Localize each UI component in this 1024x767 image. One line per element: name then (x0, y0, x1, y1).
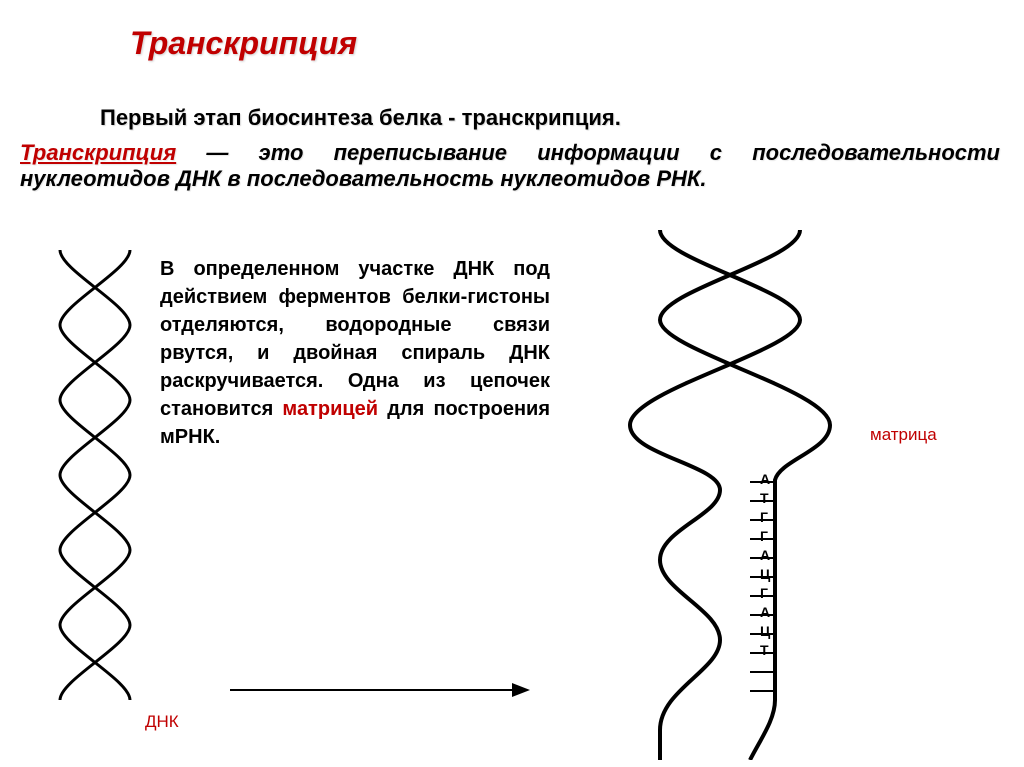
nt-0: А (760, 470, 770, 489)
nt-5: Ц (760, 565, 770, 584)
nucleotide-labels: А Т Г Г А Ц Г А Ц Т (760, 470, 770, 698)
nt-9: Т (760, 641, 770, 660)
nt-2: Г (760, 508, 770, 527)
nt-4: А (760, 546, 770, 565)
nt-10 (760, 660, 770, 679)
dna-label: ДНК (145, 712, 179, 732)
arrow-icon (230, 680, 530, 700)
subtitle: Первый этап биосинтеза белка - транскрип… (100, 105, 621, 131)
nt-1: Т (760, 489, 770, 508)
unwound-dna-diagram (590, 230, 890, 760)
body-highlight: матрицей (282, 398, 378, 420)
nt-11 (760, 679, 770, 698)
dna-helix-diagram (40, 250, 150, 710)
slide-title: Транскрипция (130, 25, 357, 62)
body-pre: В определенном участке ДНК под действием… (160, 258, 550, 420)
nt-6: Г (760, 584, 770, 603)
nt-7: А (760, 603, 770, 622)
nt-8: Ц (760, 622, 770, 641)
nt-3: Г (760, 527, 770, 546)
body-paragraph: В определенном участке ДНК под действием… (160, 255, 550, 451)
definition-term: Транскрипция (20, 140, 176, 165)
definition-paragraph: Транскрипция — это переписывание информа… (20, 140, 1000, 192)
